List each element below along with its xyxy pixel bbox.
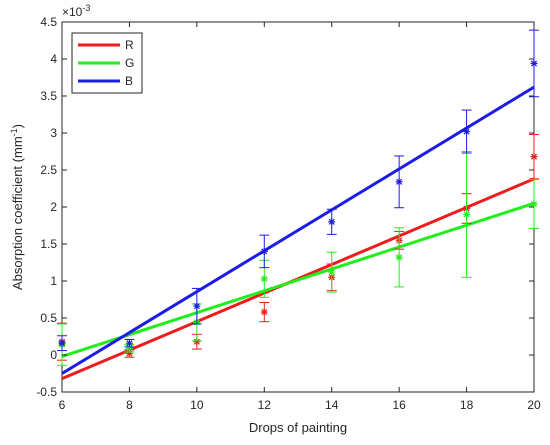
- chart-marks: [57, 29, 539, 381]
- data-point-b: [395, 178, 403, 186]
- y-exponent-base: ×10: [62, 5, 83, 19]
- y-axis-label-suffix: ): [10, 124, 25, 128]
- x-tick-label: 18: [460, 398, 474, 412]
- y-tick-label: 4.5: [40, 15, 57, 29]
- x-tick-label: 20: [527, 398, 541, 412]
- legend-label-r: R: [125, 38, 134, 52]
- axis-ticks: 6 8 10 12 14 16 18 20 -0.5 0 0.5 1 1.5 2 2.5 3 3.5 4 4.5: [36, 15, 541, 412]
- fit-line-g: [61, 201, 535, 358]
- data-point-b: [125, 339, 133, 347]
- data-point-b: [58, 339, 66, 347]
- y-axis-label: Absorption coefficient (mm-1): [9, 124, 25, 290]
- y-exponent-label: ×10-3: [62, 3, 90, 19]
- y-axis-label-main: Absorption coefficient (mm: [10, 136, 25, 290]
- x-tick-label: 12: [258, 398, 272, 412]
- data-point-g: [395, 253, 403, 261]
- legend-items: RGB: [78, 38, 134, 88]
- y-tick-label: 3.5: [40, 89, 57, 103]
- data-point-r: [260, 308, 268, 316]
- x-tick-label: 10: [190, 398, 204, 412]
- x-tick-label: 6: [59, 398, 66, 412]
- y-tick-label: -0.5: [36, 385, 57, 399]
- y-tick-label: 0: [50, 348, 57, 362]
- data-point-r: [193, 338, 201, 346]
- data-point-g: [463, 210, 471, 218]
- data-point-b: [193, 302, 201, 310]
- y-tick-label: 1.5: [40, 237, 57, 251]
- data-point-g: [260, 275, 268, 283]
- legend: RGB: [71, 32, 143, 94]
- legend-label-b: B: [125, 74, 133, 88]
- y-exponent-power: -3: [82, 3, 90, 13]
- x-tick-label: 14: [325, 398, 339, 412]
- y-tick-label: 3: [50, 126, 57, 140]
- x-tick-label: 8: [126, 398, 133, 412]
- data-point-b: [530, 59, 538, 67]
- x-axis-label: Drops of painting: [249, 420, 347, 435]
- fit-line-b: [61, 85, 535, 375]
- y-tick-label: 2.5: [40, 163, 57, 177]
- data-point-g: [530, 200, 538, 208]
- y-tick-label: 2: [50, 200, 57, 214]
- data-point-b: [463, 128, 471, 136]
- data-point-b: [260, 247, 268, 255]
- legend-label-g: G: [125, 56, 134, 70]
- data-point-b: [328, 218, 336, 226]
- data-point-g: [328, 268, 336, 276]
- x-tick-label: 16: [392, 398, 406, 412]
- y-tick-label: 0.5: [40, 311, 57, 325]
- y-tick-label: 4: [50, 52, 57, 66]
- y-tick-label: 1: [50, 274, 57, 288]
- data-point-r: [530, 153, 538, 161]
- y-axis-label-superscript: -1: [9, 128, 19, 136]
